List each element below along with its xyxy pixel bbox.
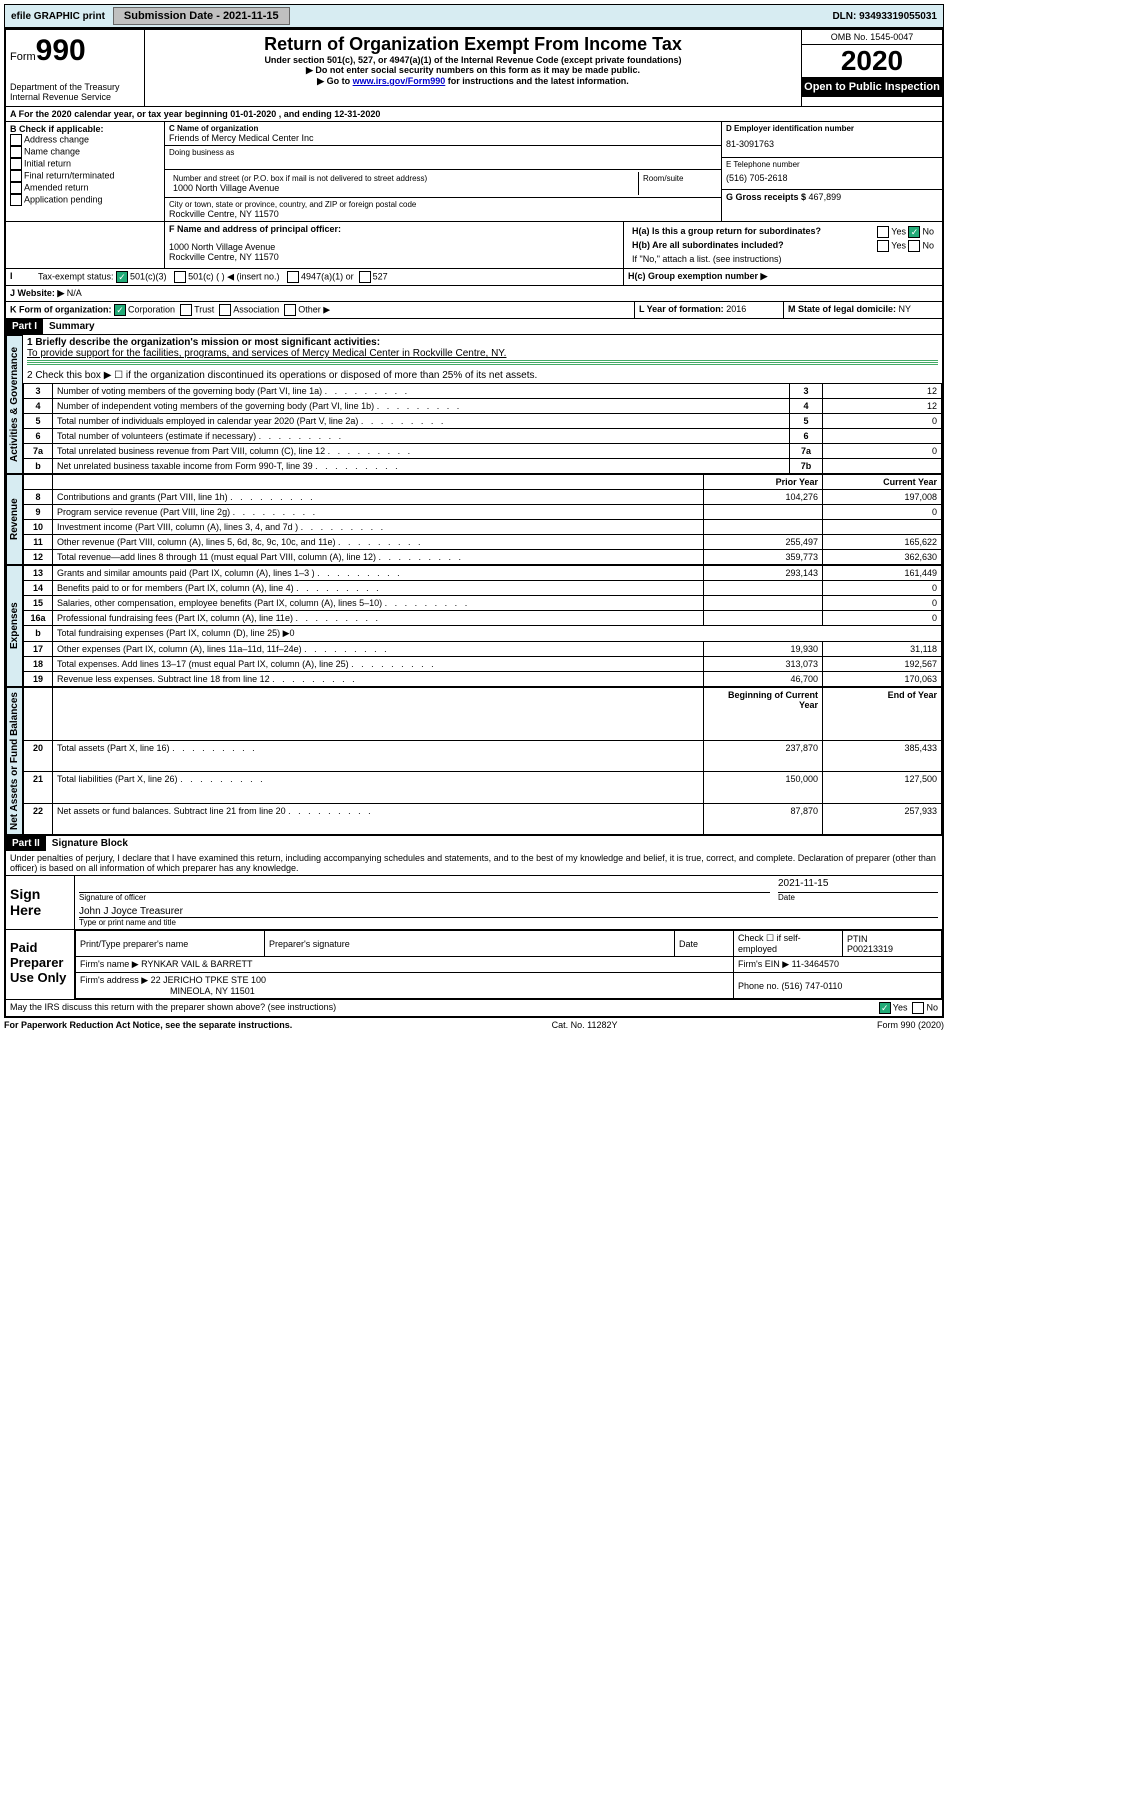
submission-date-button[interactable]: Submission Date - 2021-11-15 — [113, 7, 290, 25]
street-cell: Number and street (or P.O. box if mail i… — [165, 170, 721, 198]
line-1-mission: 1 Briefly describe the organization's mi… — [23, 335, 942, 368]
section-a-tax-year: A For the 2020 calendar year, or tax yea… — [6, 106, 942, 121]
tax-year: 2020 — [802, 45, 942, 77]
box-k-form-org: K Form of organization: Corporation Trus… — [6, 302, 635, 318]
vtab-net-assets: Net Assets or Fund Balances — [6, 687, 23, 835]
form-container: Form990 Department of the Treasury Inter… — [4, 28, 944, 1018]
line-2-discontinued: 2 Check this box ▶ ☐ if the organization… — [23, 368, 942, 383]
gross-receipts-cell: G Gross receipts $ 467,899 — [722, 190, 942, 204]
box-l-year: L Year of formation: 2016 — [635, 302, 784, 318]
efile-label: efile GRAPHIC print — [5, 9, 111, 24]
vtab-revenue: Revenue — [6, 474, 23, 565]
checkbox-item[interactable]: Final return/terminated — [10, 170, 160, 182]
form-number: Form990 — [10, 34, 140, 68]
dln-label: DLN: 93493319055031 — [826, 9, 943, 24]
part-i-title: Summary — [43, 319, 101, 334]
governance-table: 3Number of voting members of the governi… — [23, 383, 942, 474]
page-footer: For Paperwork Reduction Act Notice, see … — [4, 1018, 944, 1032]
part-ii-header: Part II — [6, 836, 46, 851]
subtitle-1: Under section 501(c), 527, or 4947(a)(1)… — [149, 55, 797, 65]
vtab-governance: Activities & Governance — [6, 335, 23, 474]
form-title: Return of Organization Exempt From Incom… — [149, 34, 797, 55]
omb-number: OMB No. 1545-0047 — [802, 30, 942, 45]
checkbox-item[interactable]: Initial return — [10, 158, 160, 170]
org-name-cell: C Name of organization Friends of Mercy … — [165, 122, 721, 146]
checkbox-item[interactable]: Address change — [10, 134, 160, 146]
box-m-state: M State of legal domicile: NY — [784, 302, 942, 318]
dept-label: Department of the Treasury Internal Reve… — [10, 82, 140, 102]
public-inspection-badge: Open to Public Inspection — [802, 77, 942, 97]
expenses-table: 13Grants and similar amounts paid (Part … — [23, 565, 942, 687]
website-row: J Website: ▶ N/A — [6, 286, 942, 301]
part-i-header: Part I — [6, 319, 43, 334]
form-header: Form990 Department of the Treasury Inter… — [6, 30, 942, 106]
net-assets-table: Beginning of Current YearEnd of Year20To… — [23, 687, 942, 835]
vtab-expenses: Expenses — [6, 565, 23, 687]
box-f-officer: F Name and address of principal officer:… — [165, 222, 624, 268]
top-toolbar: efile GRAPHIC print Submission Date - 20… — [4, 4, 944, 28]
box-hc: H(c) Group exemption number ▶ — [624, 269, 942, 285]
box-h: H(a) Is this a group return for subordin… — [624, 222, 942, 268]
row-i-label: I — [6, 269, 34, 285]
box-b-checkboxes: B Check if applicable: Address changeNam… — [6, 122, 165, 221]
ein-cell: D Employer identification number 81-3091… — [722, 122, 942, 158]
perjury-declaration: Under penalties of perjury, I declare th… — [6, 851, 942, 875]
irs-link[interactable]: www.irs.gov/Form990 — [353, 76, 446, 86]
checkbox-item[interactable]: Application pending — [10, 194, 160, 206]
subtitle-3: Go to www.irs.gov/Form990 for instructio… — [149, 76, 797, 87]
revenue-table: Prior YearCurrent Year8Contributions and… — [23, 474, 942, 565]
subtitle-2: Do not enter social security numbers on … — [149, 65, 797, 76]
dba-cell: Doing business as — [165, 146, 721, 170]
city-cell: City or town, state or province, country… — [165, 198, 721, 221]
discuss-row: May the IRS discuss this return with the… — [6, 999, 942, 1016]
phone-cell: E Telephone number (516) 705-2618 — [722, 158, 942, 190]
sign-here-section: Sign Here Signature of officer 2021-11-1… — [6, 875, 942, 929]
checkbox-item[interactable]: Amended return — [10, 182, 160, 194]
tax-exempt-status: Tax-exempt status: 501(c)(3) 501(c) ( ) … — [34, 269, 624, 285]
checkbox-item[interactable]: Name change — [10, 146, 160, 158]
part-ii-title: Signature Block — [46, 836, 134, 851]
paid-preparer-section: Paid Preparer Use Only Print/Type prepar… — [6, 929, 942, 999]
